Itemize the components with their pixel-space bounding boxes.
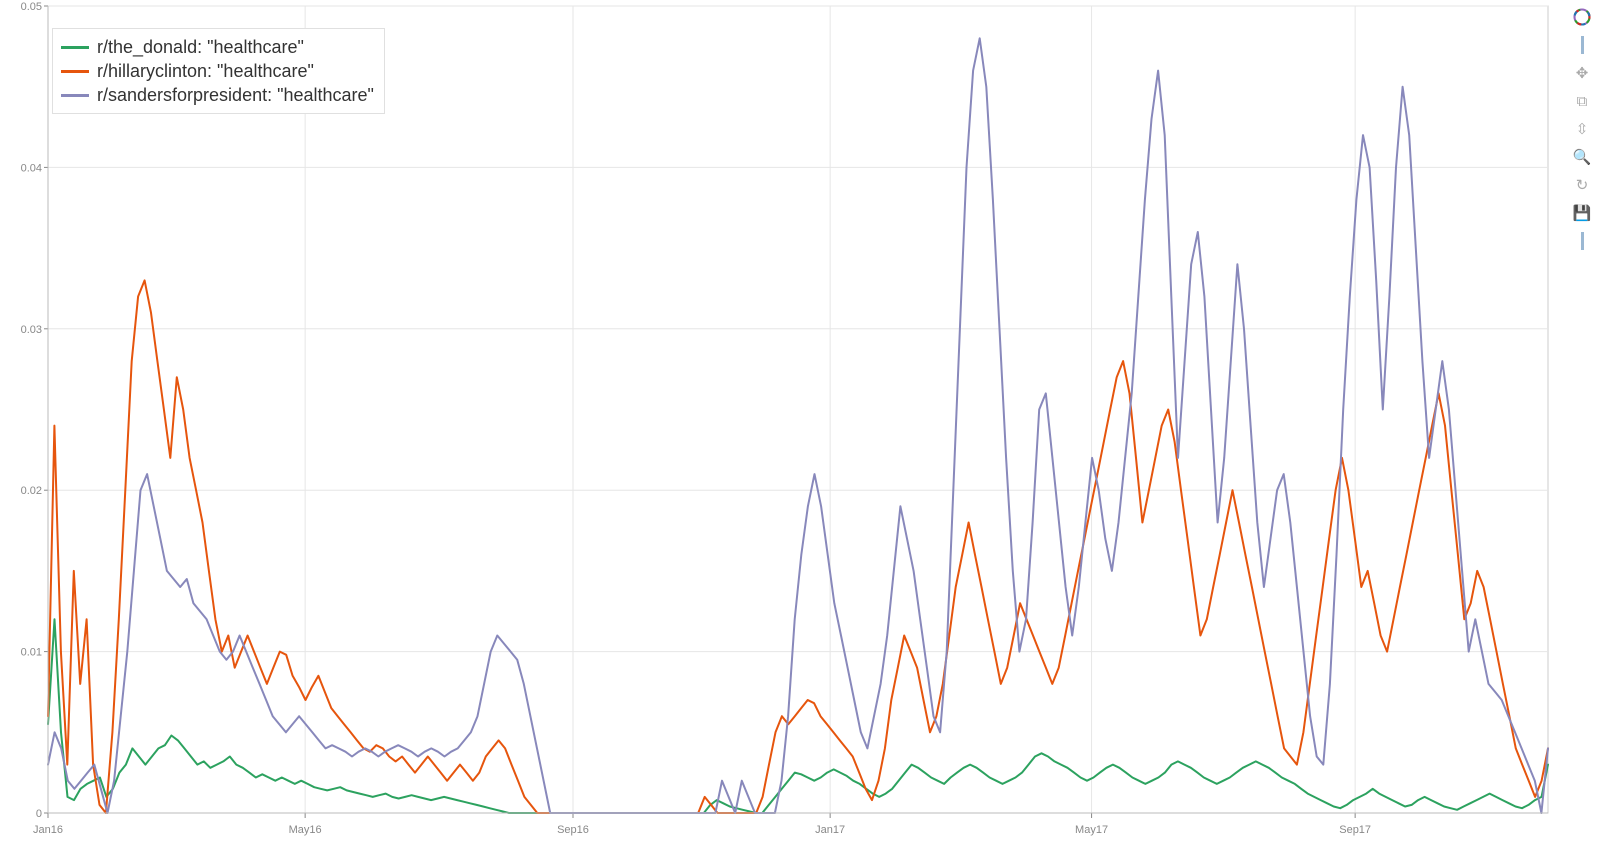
y-tick-label: 0.04 xyxy=(21,162,42,174)
y-tick-label: 0.03 xyxy=(21,324,42,336)
toolbar-separator xyxy=(1581,36,1584,54)
chart-container: 0 0.01 0.02 0.03 0.04 0.05 Jan16 May16 Sep16 Jan1… xyxy=(0,0,1560,853)
legend-swatch xyxy=(61,70,89,73)
y-tick-label: 0.01 xyxy=(21,647,42,659)
y-tick-label: 0.05 xyxy=(21,1,42,13)
wheel-zoom-icon[interactable]: ⇳ xyxy=(1571,118,1593,140)
x-tick-label: Jan17 xyxy=(815,824,845,836)
toolbar: ✥ ⧉ ⇳ 🔍 ↻ 💾 xyxy=(1568,6,1596,252)
x-tick-label: Jan16 xyxy=(33,824,63,836)
reset-icon[interactable]: ↻ xyxy=(1571,174,1593,196)
y-tick-label: 0 xyxy=(36,808,42,820)
legend-label: r/sandersforpresident: "healthcare" xyxy=(97,83,374,107)
x-tick-label: May16 xyxy=(289,824,322,836)
x-tick-label: May17 xyxy=(1075,824,1108,836)
chart-svg[interactable]: 0 0.01 0.02 0.03 0.04 0.05 Jan16 May16 Sep16 Jan1… xyxy=(0,0,1560,853)
save-icon[interactable]: 💾 xyxy=(1571,202,1593,224)
legend-item[interactable]: r/hillaryclinton: "healthcare" xyxy=(61,59,374,83)
pan-icon[interactable]: ✥ xyxy=(1571,62,1593,84)
y-tick-label: 0.02 xyxy=(21,485,42,497)
legend-label: r/hillaryclinton: "healthcare" xyxy=(97,59,314,83)
legend-swatch xyxy=(61,94,89,97)
legend-swatch xyxy=(61,46,89,49)
zoom-in-icon[interactable]: 🔍 xyxy=(1571,146,1593,168)
legend[interactable]: r/the_donald: "healthcare"r/hillaryclint… xyxy=(52,28,385,114)
x-tick-label: Sep17 xyxy=(1339,824,1371,836)
toolbar-separator xyxy=(1581,232,1584,250)
legend-item[interactable]: r/the_donald: "healthcare" xyxy=(61,35,374,59)
legend-item[interactable]: r/sandersforpresident: "healthcare" xyxy=(61,83,374,107)
bokeh-logo-icon[interactable] xyxy=(1571,6,1593,28)
x-tick-label: Sep16 xyxy=(557,824,589,836)
legend-label: r/the_donald: "healthcare" xyxy=(97,35,304,59)
box-zoom-icon[interactable]: ⧉ xyxy=(1571,90,1593,112)
